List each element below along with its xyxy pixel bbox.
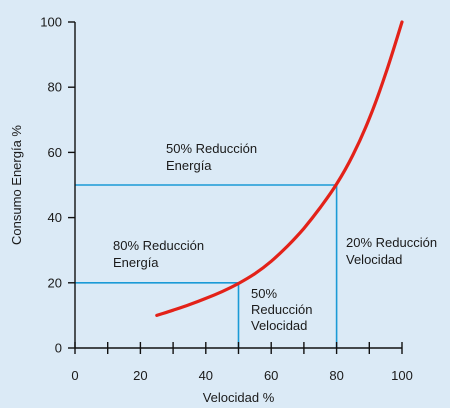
y-tick-label-60: 60 [48,145,62,160]
y-tick-label-20: 20 [48,275,62,290]
annotation-2-line-1: Reducción [251,302,312,317]
annotation-3-line-0: 20% Reducción [346,235,437,250]
annotation-1-line-0: 80% Reducción [113,238,204,253]
x-axis-title: Velocidad % [203,390,275,403]
annotation-2-line-0: 50% [251,286,277,301]
y-tick-label-0: 0 [55,341,62,356]
x-tick-label-60: 60 [264,368,278,383]
annotation-2-line-2: Velocidad [251,318,307,333]
annotation-0-line-0: 50% Reducción [166,141,257,156]
x-tick-label-80: 80 [329,368,343,383]
y-tick-label-100: 100 [40,15,62,30]
y-axis-title: Consumo Energía % [9,125,24,245]
x-tick-label-20: 20 [133,368,147,383]
annotation-1-line-1: Energía [113,255,159,270]
annotation-3: 20% Reducción Velocidad [346,235,437,267]
x-tick-label-40: 40 [199,368,213,383]
annotation-3-line-1: Velocidad [346,252,402,267]
annotation-0: 50% Reducción Energía [166,141,257,173]
x-tick-label-100: 100 [391,368,413,383]
annotation-1: 80% Reducción Energía [113,238,204,270]
y-tick-label-40: 40 [48,210,62,225]
annotation-0-line-1: Energía [166,158,212,173]
x-tick-label-0: 0 [71,368,78,383]
y-tick-label-80: 80 [48,80,62,95]
